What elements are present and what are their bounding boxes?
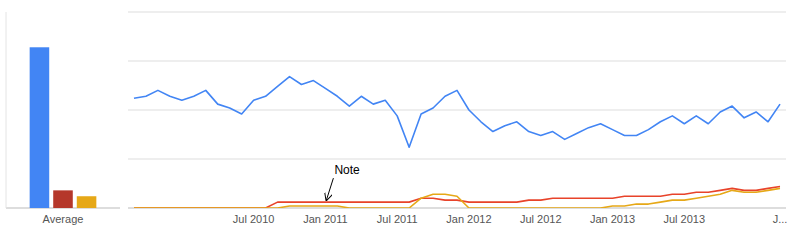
bar xyxy=(30,47,50,208)
line-chart: Jul 2010 Jan 2011 Jul 2011 Jan 2012 Jul 2012… xyxy=(128,12,787,225)
line xyxy=(134,188,780,208)
x-tick-label: Jul 2011 xyxy=(377,213,418,225)
chart: AverageJul 2010Jan 2011Jul 2011Jan 2012J… xyxy=(0,0,802,235)
grid-line xyxy=(128,159,786,160)
plot-area xyxy=(30,47,97,208)
bar-chart: Average xyxy=(6,12,120,225)
annotation-arrow xyxy=(326,178,333,200)
annotation: Note xyxy=(334,163,360,177)
x-tick-label: Jul 2012 xyxy=(520,213,562,225)
x-tick-label: Average xyxy=(43,213,84,225)
x-tick-label: J... xyxy=(773,213,788,225)
x-tick-label: Jan 2012 xyxy=(446,213,491,225)
x-tick-label: Jan 2013 xyxy=(590,213,635,225)
x-tick-label: Jan 2011 xyxy=(303,213,347,225)
grid-line xyxy=(128,12,786,13)
plot-area xyxy=(134,77,780,208)
grid-line xyxy=(128,110,786,111)
line xyxy=(134,77,780,148)
line xyxy=(134,186,780,208)
grid-line xyxy=(128,61,786,62)
bar xyxy=(53,190,73,208)
y-axis-line xyxy=(6,12,7,208)
x-tick-label: Jul 2010 xyxy=(233,213,275,225)
x-tick-label: Jul 2013 xyxy=(664,213,706,225)
bar xyxy=(77,196,97,208)
